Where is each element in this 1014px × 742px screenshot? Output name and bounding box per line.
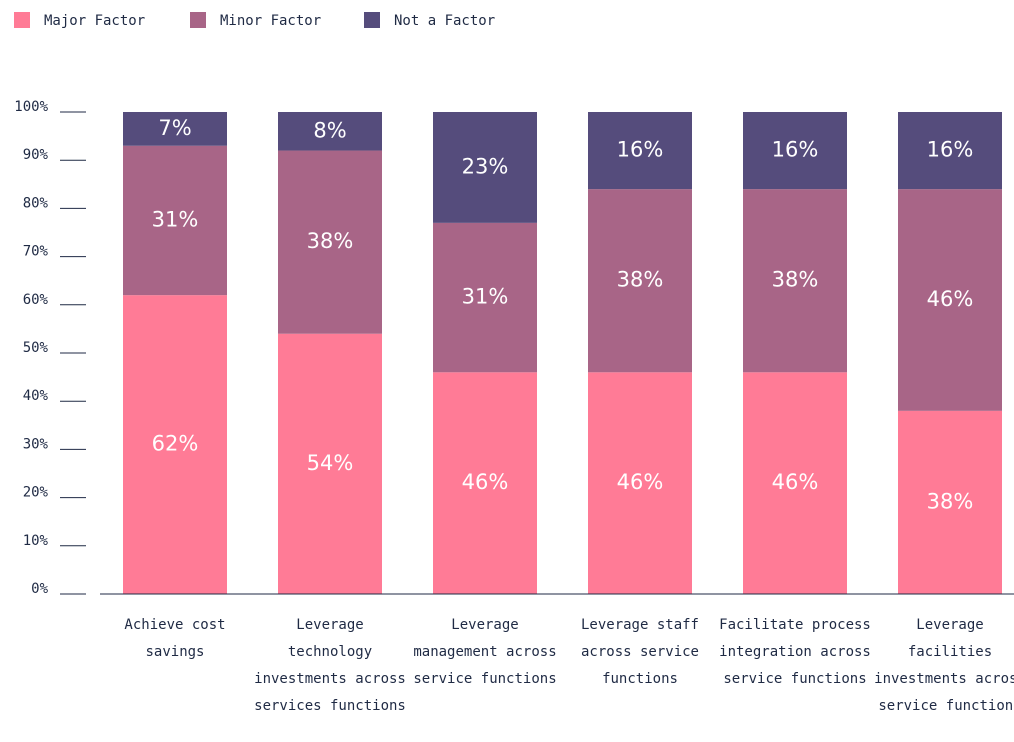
bar-segment xyxy=(898,189,1002,411)
legend-label: Minor Factor xyxy=(220,13,321,29)
y-tick-label: 60% xyxy=(23,292,49,308)
y-tick-label: 70% xyxy=(23,244,49,260)
y-tick-label: 80% xyxy=(23,195,49,211)
legend-swatch xyxy=(190,12,206,28)
y-tick-label: 40% xyxy=(23,388,49,404)
y-tick-label: 50% xyxy=(23,340,49,356)
data-label: 46% xyxy=(927,287,974,311)
bar-segment xyxy=(588,189,692,373)
data-label: 38% xyxy=(772,268,819,292)
data-label: 7% xyxy=(158,116,191,140)
bar-segment xyxy=(588,112,692,190)
data-label: 38% xyxy=(617,268,664,292)
data-label: 16% xyxy=(927,138,974,162)
data-label: 16% xyxy=(772,138,819,162)
data-label: 38% xyxy=(307,229,354,253)
y-tick-label: 30% xyxy=(23,436,49,452)
bar-segment xyxy=(278,112,382,151)
data-label: 54% xyxy=(307,451,354,475)
data-label: 38% xyxy=(927,489,974,513)
bar-segment xyxy=(743,189,847,373)
data-label: 23% xyxy=(462,154,509,178)
y-tick-label: 90% xyxy=(23,147,49,163)
data-label: 31% xyxy=(462,285,509,309)
bar-segment xyxy=(743,372,847,594)
x-tick-label: Leverage facilities investments across s… xyxy=(874,617,1014,714)
data-label: 46% xyxy=(772,470,819,494)
bar-segment xyxy=(898,112,1002,190)
bar-segment xyxy=(588,372,692,594)
x-tick-label: Leverage technology investments across s… xyxy=(254,617,406,714)
y-tick-label: 10% xyxy=(23,533,49,549)
bar-segment xyxy=(433,222,537,373)
y-tick-label: 0% xyxy=(31,581,48,597)
bar-segment xyxy=(278,333,382,594)
bar-segment xyxy=(743,112,847,190)
legend-swatch xyxy=(364,12,380,28)
x-tick-label: Leverage management across service funct… xyxy=(413,617,557,687)
x-tick-label: Facilitate process integration across se… xyxy=(719,617,871,687)
bar-segment xyxy=(278,150,382,334)
data-label: 8% xyxy=(313,118,346,142)
x-tick-label: Achieve cost savings xyxy=(124,617,226,660)
bar-segment xyxy=(898,410,1002,594)
bar-segment xyxy=(433,372,537,594)
y-tick-label: 20% xyxy=(23,485,49,501)
legend-label: Major Factor xyxy=(44,13,145,29)
bar-segment xyxy=(123,145,227,296)
x-tick-label: Leverage staff across service functions xyxy=(580,617,699,687)
data-label: 46% xyxy=(617,470,664,494)
y-tick-label: 100% xyxy=(14,99,48,115)
data-label: 62% xyxy=(152,432,199,456)
legend-label: Not a Factor xyxy=(394,13,495,29)
data-label: 31% xyxy=(152,207,199,231)
data-label: 16% xyxy=(617,138,664,162)
bar-segment xyxy=(123,295,227,594)
bar-segment xyxy=(433,112,537,223)
data-label: 46% xyxy=(462,470,509,494)
bar-segment xyxy=(123,112,227,146)
legend-swatch xyxy=(14,12,30,28)
